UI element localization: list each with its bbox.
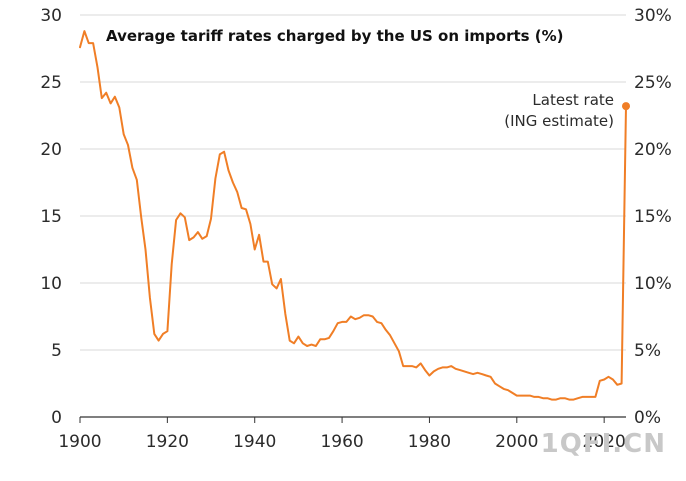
x-tick-label: 2020 [583, 432, 626, 452]
grid-lines [80, 14, 626, 351]
x-axis-ticks: 1900 1920 1940 1960 1980 2000 2020 [58, 417, 626, 452]
y-axis-left-ticks: 0 5 10 15 20 25 30 [40, 6, 62, 428]
y-tick-label-right: 20% [634, 140, 672, 160]
y-tick-label-left: 10 [40, 274, 62, 294]
x-tick-label: 2000 [495, 432, 538, 452]
y-tick-label-right: 25% [634, 73, 672, 93]
y-tick-label-left: 5 [51, 341, 62, 361]
y-tick-label-left: 0 [51, 408, 62, 428]
latest-rate-marker [622, 102, 630, 111]
x-tick-label: 1920 [146, 432, 189, 452]
x-tick-label: 1940 [233, 432, 276, 452]
y-tick-label-right: 15% [634, 207, 672, 227]
series-layer [79, 30, 630, 401]
x-tick-label: 1900 [58, 432, 101, 452]
y-axis-right-ticks: 0% 5% 10% 15% 20% 25% 30% [634, 6, 672, 428]
y-tick-label-left: 25 [40, 73, 62, 93]
y-tick-label-left: 30 [40, 6, 62, 26]
chart-title: Average tariff rates charged by the US o… [106, 27, 564, 45]
annotation-line-1: Latest rate [532, 91, 614, 109]
y-tick-label-left: 20 [40, 140, 62, 160]
series-line [79, 30, 627, 401]
y-tick-label-right: 30% [634, 6, 672, 26]
x-tick-label: 1960 [320, 432, 363, 452]
annotation-line-2: (ING estimate) [504, 112, 614, 130]
y-tick-label-right: 10% [634, 274, 672, 294]
x-tick-label: 1980 [408, 432, 451, 452]
y-tick-label-left: 15 [40, 207, 62, 227]
y-tick-label-right: 0% [634, 408, 661, 428]
watermark-text: 1QFI.CN [541, 429, 666, 459]
y-tick-label-right: 5% [634, 341, 661, 361]
